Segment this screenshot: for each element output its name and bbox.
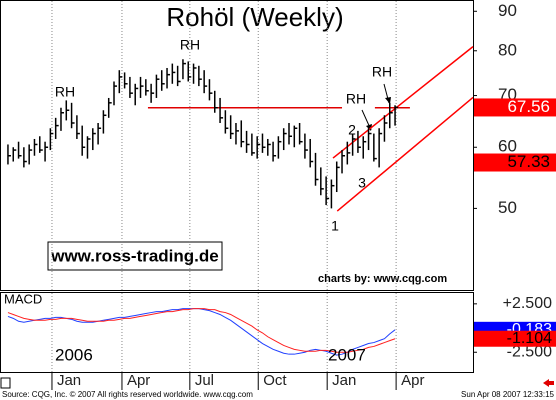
annotation: 1: [331, 218, 339, 234]
x-tick-label: Jan: [332, 372, 356, 389]
year-label: 2006: [55, 345, 93, 364]
y-tick-label: -2.500: [507, 343, 552, 360]
macd-panel: [0, 292, 474, 373]
watermark-box: [47, 241, 223, 271]
annotation: RH: [372, 64, 392, 80]
annotation: RH: [346, 91, 366, 107]
trend-line: [332, 46, 474, 159]
price-marker: [474, 98, 556, 117]
x-tick-label: Apr: [401, 372, 424, 389]
x-tick-label: Oct: [263, 372, 287, 389]
footer-source: Source: CQG, Inc. © 2007 All rights rese…: [2, 390, 253, 399]
y-tick-label: 90: [498, 1, 517, 20]
y-tick-label: 80: [498, 40, 517, 59]
footer-timestamp: Sun Apr 08 2007 12:33:15: [461, 390, 555, 399]
annotation: RH: [180, 37, 200, 53]
credit: charts by: www.cqg.com: [318, 273, 447, 285]
annotation: 3: [358, 175, 366, 191]
y-tick-label: 60: [498, 137, 517, 156]
price-marker-label: 67.56: [507, 97, 550, 116]
x-tick-label: Jan: [57, 372, 81, 389]
chart-title: Rohöl (Weekly): [166, 2, 343, 32]
value-marker: [474, 330, 556, 347]
arrow-head: [366, 124, 372, 131]
trend-line: [336, 96, 474, 212]
value-marker-label: -1.104: [507, 330, 552, 347]
price-marker-label: 57.33: [507, 152, 550, 171]
annotation: RH: [55, 84, 75, 100]
macd-line: [7, 308, 396, 353]
price-panel: [0, 0, 474, 291]
watermark: www.ross-trading.de: [50, 246, 219, 265]
x-tick-label: Apr: [127, 372, 150, 389]
annotation: 2: [348, 122, 356, 138]
scroll-box[interactable]: [0, 377, 11, 389]
panel-label: MACD: [4, 291, 42, 306]
y-tick-label: 50: [498, 198, 517, 217]
y-tick-label: +2.500: [503, 295, 552, 312]
year-label: 2007: [328, 345, 366, 364]
x-tick-label: Jul: [195, 372, 214, 389]
scroll-arrow[interactable]: [543, 379, 554, 387]
arrow-head: [385, 97, 391, 104]
price-marker: [474, 153, 556, 172]
